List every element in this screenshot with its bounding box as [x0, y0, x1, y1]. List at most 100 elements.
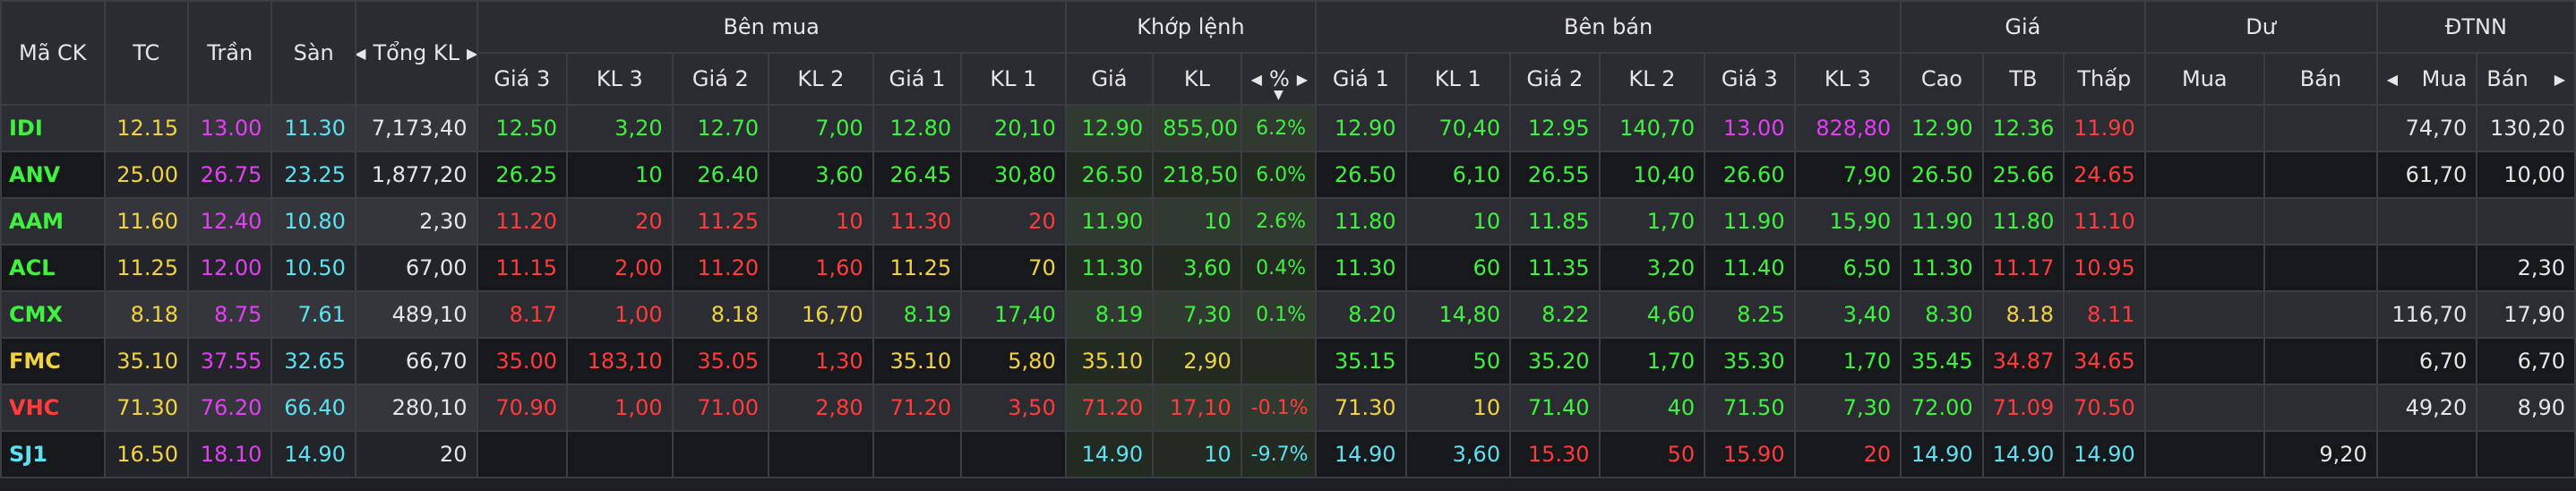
cell-buy-4 — [768, 430, 874, 478]
caret-left-icon[interactable]: ◀ — [1250, 70, 1262, 88]
header-price-avg[interactable]: TB — [1981, 52, 2065, 106]
header-sell-vol-1[interactable]: KL 1 — [1404, 52, 1512, 106]
cell-ceil: 12.00 — [186, 244, 273, 292]
cell-code[interactable]: ANV — [0, 151, 106, 199]
cell-sell-3: 12.95 — [1509, 104, 1601, 152]
cell-ceil: 18.10 — [186, 430, 273, 478]
cell-price-3: 10.95 — [2063, 244, 2146, 292]
cell-sell-1: 11.80 — [1315, 197, 1407, 246]
cell-sell-6: 6,50 — [1793, 244, 1902, 292]
cell-buy-6: 20,10 — [960, 104, 1067, 152]
cell-foreign-2 — [2476, 197, 2576, 246]
cell-price-1: 8.30 — [1900, 290, 1984, 339]
caret-right-icon[interactable]: ▶ — [1296, 70, 1309, 88]
header-buy-price-3[interactable]: Giá 3 — [476, 52, 569, 106]
cell-buy-2: 1,00 — [566, 290, 674, 339]
board-row[interactable]: VHC 71.30 76.20 66.40 280,10 70.90 1,00 71.00 2,… — [0, 383, 2576, 432]
cell-buy-5: 8.19 — [872, 290, 963, 339]
cell-buy-4: 2,80 — [768, 383, 874, 432]
header-remain-buy[interactable]: Mua — [2143, 52, 2266, 106]
cell-sell-6: 20 — [1793, 430, 1902, 478]
header-foreign-buy[interactable]: ◀ Mua — [2375, 52, 2478, 106]
cell-sell-5: 13.00 — [1704, 104, 1796, 152]
board-row[interactable]: IDI 12.15 13.00 11.30 7,173,40 12.50 3,20 12.70… — [0, 104, 2576, 152]
caret-left-icon[interactable]: ◀ — [355, 44, 366, 62]
cell-match-1: 11.90 — [1064, 197, 1155, 246]
cell-buy-4: 16,70 — [768, 290, 874, 339]
board-row[interactable]: AAM 11.60 12.40 10.80 2,30 11.20 20 11.25 10 11.3… — [0, 197, 2576, 246]
cell-total-volume: 67,00 — [354, 244, 478, 292]
cell-buy-1: 70.90 — [476, 383, 569, 432]
cell-match-2: 855,00 — [1152, 104, 1242, 152]
board-row[interactable]: ACL 11.25 12.00 10.50 67,00 11.15 2,00 11.20 1,6… — [0, 244, 2576, 292]
cell-code[interactable]: VHC — [0, 383, 106, 432]
cell-price-3: 34.65 — [2063, 337, 2146, 385]
header-buy-price-1[interactable]: Giá 1 — [872, 52, 963, 106]
cell-remain-2 — [2263, 337, 2378, 385]
header-code[interactable]: Mã CK — [0, 0, 106, 106]
header-buy-price-2[interactable]: Giá 2 — [671, 52, 770, 106]
header-buy-group: Bên mua — [476, 0, 1067, 54]
cell-sell-4: 1,70 — [1598, 197, 1706, 246]
header-sell-price-3[interactable]: Giá 3 — [1704, 52, 1796, 106]
cell-sell-5: 71.50 — [1704, 383, 1796, 432]
board-row[interactable]: FMC 35.10 37.55 32.65 66,70 35.00 183,10 35.05 1… — [0, 337, 2576, 385]
cell-foreign-1 — [2375, 197, 2478, 246]
header-sell-price-2[interactable]: Giá 2 — [1509, 52, 1601, 106]
header-sell-vol-3[interactable]: KL 3 — [1793, 52, 1902, 106]
cell-sell-5: 15.90 — [1704, 430, 1796, 478]
cell-ceil: 12.40 — [186, 197, 273, 246]
header-match-percent[interactable]: ◀ % ▶ ▼ — [1240, 52, 1318, 106]
cell-match-2: 218,50 — [1152, 151, 1242, 199]
cell-price-2: 34.87 — [1981, 337, 2065, 385]
cell-remain-1 — [2143, 337, 2266, 385]
cell-sell-6: 7,30 — [1793, 383, 1902, 432]
caret-left-icon[interactable]: ◀ — [2386, 70, 2399, 88]
header-ceil[interactable]: Trần — [186, 0, 273, 106]
cell-sell-1: 12.90 — [1315, 104, 1407, 152]
cell-code[interactable]: SJ1 — [0, 430, 106, 478]
cell-buy-4: 10 — [768, 197, 874, 246]
caret-right-icon[interactable]: ▶ — [467, 44, 477, 62]
cell-code[interactable]: CMX — [0, 290, 106, 339]
cell-price-1: 14.90 — [1900, 430, 1984, 478]
header-row-groups: Mã CK TC Trần Sàn ◀ Tổng KL ▶ Bên mua Kh… — [0, 0, 2576, 106]
cell-ceil: 37.55 — [186, 337, 273, 385]
header-match-price[interactable]: Giá — [1064, 52, 1155, 106]
cell-price-1: 26.50 — [1900, 151, 1984, 199]
header-remain-sell[interactable]: Bán — [2263, 52, 2378, 106]
header-match-vol[interactable]: KL — [1152, 52, 1242, 106]
header-foreign-sell[interactable]: Bán ▶ — [2476, 52, 2576, 106]
cell-match-3: 6.0% — [1240, 151, 1318, 199]
header-total-volume[interactable]: ◀ Tổng KL ▶ — [354, 0, 478, 106]
header-sell-vol-2[interactable]: KL 2 — [1598, 52, 1706, 106]
caret-right-icon[interactable]: ▶ — [2554, 70, 2565, 88]
header-price-low[interactable]: Thấp — [2063, 52, 2146, 106]
cell-total-volume: 489,10 — [354, 290, 478, 339]
cell-total-volume: 66,70 — [354, 337, 478, 385]
cell-match-2: 10 — [1152, 197, 1242, 246]
cell-code[interactable]: AAM — [0, 197, 106, 246]
cell-foreign-2: 17,90 — [2476, 290, 2576, 339]
header-buy-vol-1[interactable]: KL 1 — [960, 52, 1067, 106]
header-buy-vol-2[interactable]: KL 2 — [768, 52, 874, 106]
board-row[interactable]: SJ1 16.50 18.10 14.90 20 14.90 10 -9.7% 14.90 3,6… — [0, 430, 2576, 478]
header-ref[interactable]: TC — [103, 0, 190, 106]
cell-buy-3: 11.20 — [671, 244, 770, 292]
cell-sell-1: 26.50 — [1315, 151, 1407, 199]
cell-code[interactable]: FMC — [0, 337, 106, 385]
header-buy-vol-3[interactable]: KL 3 — [566, 52, 674, 106]
cell-sell-4: 3,20 — [1598, 244, 1706, 292]
header-floor[interactable]: Sàn — [270, 0, 356, 106]
header-sell-price-1[interactable]: Giá 1 — [1315, 52, 1407, 106]
header-price-high[interactable]: Cao — [1900, 52, 1984, 106]
cell-remain-1 — [2143, 430, 2266, 478]
board-row[interactable]: ANV 25.00 26.75 23.25 1,877,20 26.25 10 26.40 3,… — [0, 151, 2576, 199]
cell-price-3: 11.10 — [2063, 197, 2146, 246]
cell-sell-4: 4,60 — [1598, 290, 1706, 339]
board-row[interactable]: CMX 8.18 8.75 7.61 489,10 8.17 1,00 8.18 16,70 8.… — [0, 290, 2576, 339]
cell-code[interactable]: ACL — [0, 244, 106, 292]
sort-down-icon[interactable]: ▼ — [1273, 88, 1284, 102]
cell-sell-4: 10,40 — [1598, 151, 1706, 199]
cell-code[interactable]: IDI — [0, 104, 106, 152]
